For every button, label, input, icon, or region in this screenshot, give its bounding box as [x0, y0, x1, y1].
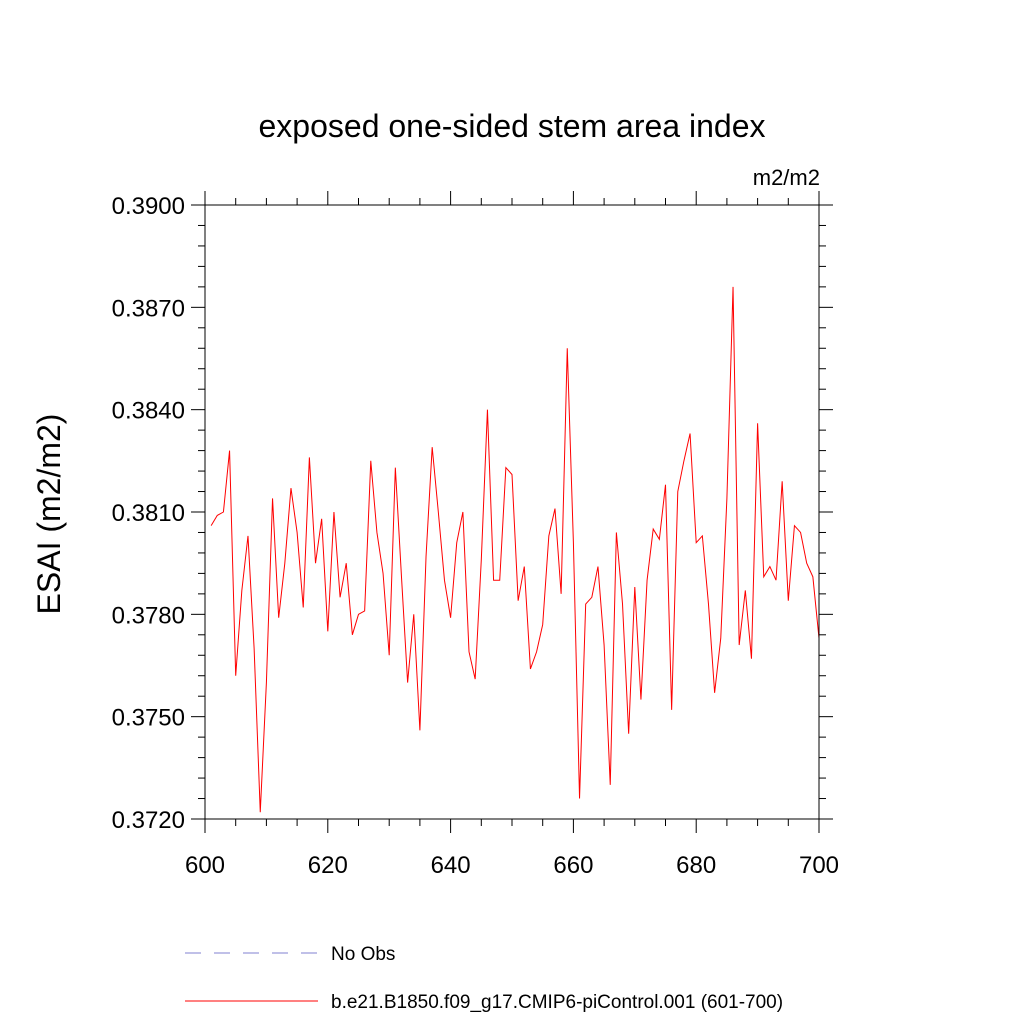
y-tick-label: 0.3900	[112, 193, 185, 220]
chart-title: exposed one-sided stem area index	[259, 108, 766, 144]
legend-label-picontrol: b.e21.B1850.f09_g17.CMIP6-piControl.001 …	[331, 992, 783, 1013]
plot-frame	[204, 204, 820, 820]
legend-label-no-obs: No Obs	[331, 944, 395, 965]
x-tick-label: 680	[676, 852, 716, 879]
y-tick-label: 0.3840	[112, 398, 185, 425]
y-tick-label: 0.3720	[112, 807, 185, 834]
y-axis-label: ESAI (m2/m2)	[31, 414, 67, 615]
x-tick-label: 640	[431, 852, 471, 879]
x-tick-label: 620	[308, 852, 348, 879]
legend: No Obs b.e21.B1850.f09_g17.CMIP6-piContr…	[185, 944, 783, 1013]
y-tick-label: 0.3750	[112, 705, 185, 732]
y-tick-label: 0.3870	[112, 295, 185, 322]
x-tick-label: 660	[553, 852, 593, 879]
y-tick-label: 0.3780	[112, 602, 185, 629]
y-tick-label: 0.3810	[112, 500, 185, 527]
series-line	[210, 286, 820, 813]
x-tick-label: 600	[185, 852, 225, 879]
x-tick-label: 700	[799, 852, 839, 879]
x-tick-labels: 600 620 640 660 680 700	[185, 852, 839, 879]
axis-ticks	[191, 191, 833, 833]
series-group	[210, 286, 820, 813]
units-label: m2/m2	[753, 165, 820, 190]
y-tick-labels: 0.3720 0.3750 0.3780 0.3810 0.3840 0.3870 0.39…	[112, 193, 185, 834]
